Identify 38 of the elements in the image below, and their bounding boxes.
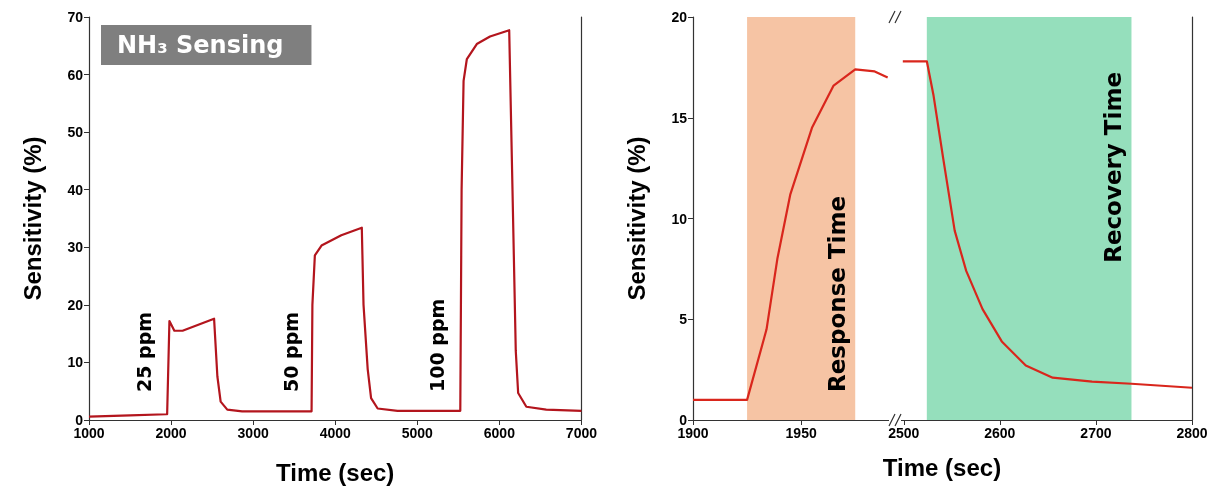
annotation: 100 ppm <box>426 298 448 392</box>
line-series <box>87 29 583 418</box>
x-tick-label: 4000 <box>319 425 351 441</box>
line-series <box>691 68 889 401</box>
y-tick-label: 10 <box>671 210 688 227</box>
x-tick-label: 7000 <box>565 425 598 441</box>
x-tick-label: 2600 <box>984 425 1016 441</box>
y-axis-title: Sensitivity (%) <box>18 136 46 301</box>
x-tick-label: 5000 <box>401 425 434 441</box>
x-tick-label: 3000 <box>237 425 269 441</box>
y-axis-title: Sensitivity (%) <box>622 136 650 301</box>
x-tick-label: 6000 <box>483 425 516 441</box>
y-tick-label: 40 <box>67 181 84 198</box>
y-tick-label: 0 <box>75 412 84 428</box>
band-label: Recovery Time <box>1100 72 1127 263</box>
x-tick-label: 2000 <box>155 425 187 441</box>
y-tick-label: 20 <box>67 296 84 313</box>
y-tick-label: 20 <box>671 9 688 25</box>
x-tick-label: 2500 <box>888 425 920 441</box>
y-tick-label: 50 <box>67 124 84 141</box>
x-axis-title: Time (sec) <box>882 453 1002 481</box>
y-tick-label: 0 <box>679 412 688 428</box>
y-tick-label: 30 <box>67 239 84 256</box>
x-tick-label: 2700 <box>1080 425 1112 441</box>
text: NH₃ Sensing <box>117 31 284 59</box>
x-axis-title: Time (sec) <box>276 458 395 486</box>
x-tick-label: 2800 <box>1176 425 1208 441</box>
y-tick-label: 5 <box>679 311 688 328</box>
annotation: 25 ppm <box>133 311 155 392</box>
x-tick-label: 1950 <box>785 425 817 441</box>
annotation: 50 ppm <box>280 311 302 392</box>
y-tick-label: 70 <box>67 9 84 25</box>
x-tick-label: 1000 <box>73 425 105 441</box>
band-label: Response Time <box>824 195 851 392</box>
y-tick-label: 10 <box>67 354 84 371</box>
y-tick-label: 60 <box>67 66 84 83</box>
y-tick-label: 15 <box>671 109 688 126</box>
x-tick-label: 1900 <box>677 425 709 441</box>
